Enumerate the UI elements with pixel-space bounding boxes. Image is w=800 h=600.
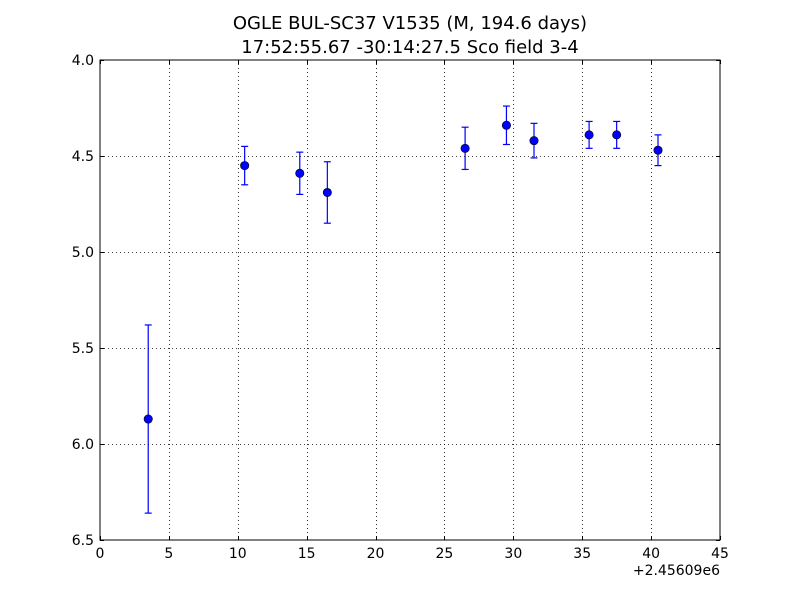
tick-labels: 0 5 10 15 20 25 30 35 40 45 4.0 4.5 5.0 5.5 6.0 6.5 [72, 53, 729, 562]
x-tick-label: 10 [229, 546, 247, 562]
data-point [653, 145, 663, 155]
x-tick-label: 40 [642, 546, 660, 562]
x-tick-label: 35 [573, 546, 591, 562]
x-tick-label: 30 [504, 546, 522, 562]
x-tick-label: 45 [711, 546, 729, 562]
x-tick-label: 0 [96, 546, 105, 562]
y-tick-label: 4.5 [72, 149, 94, 165]
y-tick-label: 4.0 [72, 53, 94, 69]
data-point [143, 414, 153, 424]
chart-title: OGLE BUL-SC37 V1535 (M, 194.6 days) [233, 13, 587, 34]
y-tick-label: 5.0 [72, 245, 94, 261]
axis-ticks [100, 60, 721, 541]
error-bars [144, 105, 662, 514]
y-tick-label: 6.5 [72, 533, 94, 549]
data-points [143, 120, 663, 424]
data-point [322, 187, 332, 197]
data-point [295, 168, 305, 178]
data-point [584, 130, 594, 140]
grid [100, 60, 720, 540]
chart-subtitle: 17:52:55.67 -30:14:27.5 Sco field 3-4 [241, 37, 578, 58]
data-point [612, 130, 622, 140]
data-point [460, 143, 470, 153]
x-tick-label: 25 [436, 546, 454, 562]
x-tick-label: 15 [298, 546, 316, 562]
x-tick-label: 20 [367, 546, 385, 562]
data-point [529, 136, 539, 146]
x-offset-label: +2.45609e6 [633, 563, 720, 579]
x-tick-label: 5 [164, 546, 173, 562]
data-point [240, 161, 250, 171]
y-tick-label: 5.5 [72, 341, 94, 357]
y-tick-label: 6.0 [72, 437, 94, 453]
data-point [501, 120, 511, 130]
plot-frame [99, 59, 721, 541]
